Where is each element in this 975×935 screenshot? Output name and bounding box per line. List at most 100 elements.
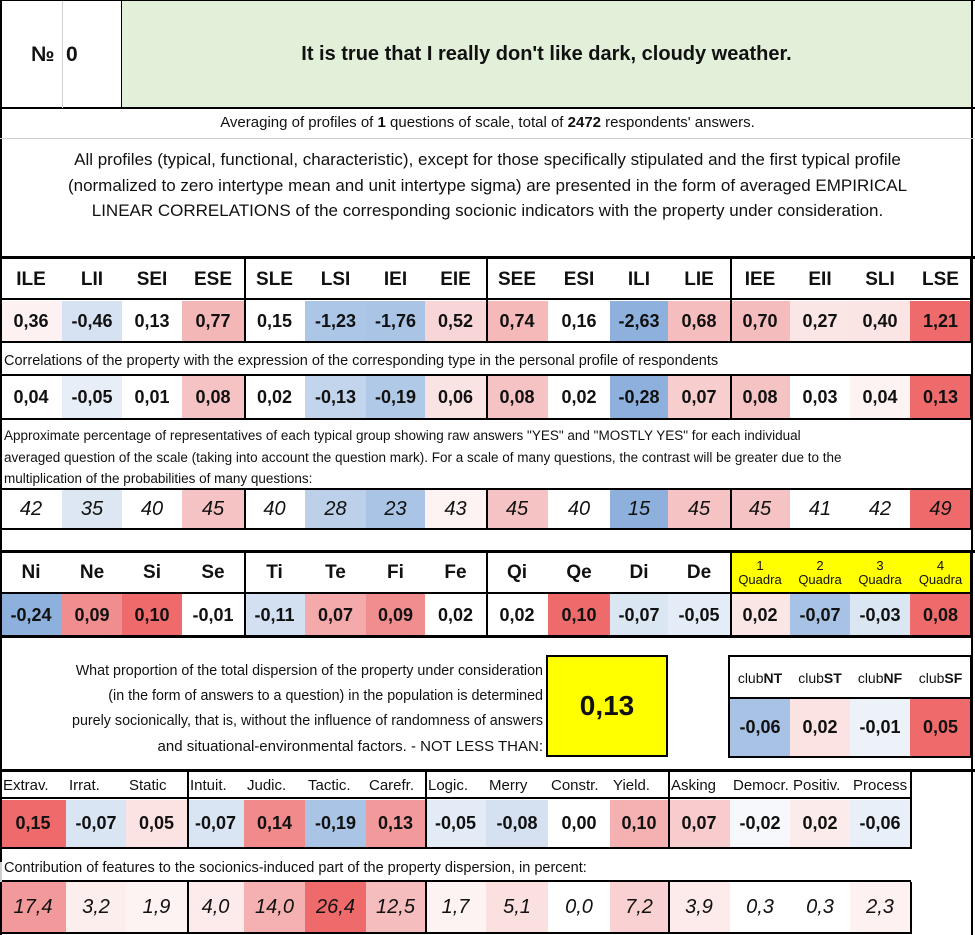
type-percentage-value: 45: [182, 490, 244, 529]
type-correlation-value: 0,04: [850, 376, 910, 418]
feature-header: Irrat.: [69, 776, 100, 794]
type-header-sei: SEI: [136, 269, 168, 290]
thin-line: [62, 1, 63, 108]
percentage-caption: Approximate percentage of representative…: [4, 425, 974, 490]
feature-contribution: 5,1: [486, 882, 548, 932]
quadra-header: 3 Quadra: [850, 554, 910, 592]
description-line: (normalized to zero intertype mean and u…: [67, 175, 908, 195]
feature-value: 0,10: [610, 800, 668, 847]
type-percentage-value: 42: [850, 490, 910, 529]
club-code: ST: [823, 670, 842, 686]
quadra-value: 0,02: [730, 594, 790, 636]
grid-line: [728, 655, 973, 657]
feature-value: 0,07: [668, 800, 730, 847]
group-divider: [244, 376, 246, 420]
type-percentage-value: 40: [244, 490, 305, 529]
question-text: It is true that I really don't like dark…: [301, 43, 792, 65]
type-header-esi: ESI: [563, 269, 595, 290]
club-prefix: club: [798, 670, 824, 686]
grid-line: [0, 847, 911, 849]
club-prefix: club: [857, 670, 884, 686]
grid-line: [121, 1, 122, 108]
function-header-de: De: [686, 562, 712, 583]
type-correlation-value: 0,08: [182, 376, 244, 418]
feature-value: -0,07: [66, 800, 126, 847]
grid-line: [0, 592, 971, 594]
type-header-lii: LII: [80, 269, 104, 290]
quadra-value: 0,08: [910, 594, 971, 636]
outer-border: [971, 0, 973, 935]
grid-line: [0, 374, 971, 376]
feature-value: 0,14: [244, 800, 305, 847]
type-percentage-value: 35: [62, 490, 122, 529]
grid-line: [728, 697, 973, 699]
feature-contribution: 4,0: [187, 882, 244, 932]
club-code: NF: [883, 670, 903, 686]
feature-value: -0,06: [850, 800, 910, 847]
feature-header: Carefr.: [369, 776, 415, 794]
type-percentage-value: 41: [790, 490, 850, 529]
feature-header: Democr.: [733, 776, 789, 794]
club-code: NT: [763, 670, 783, 686]
function-value: -0,01: [182, 594, 244, 636]
group-divider: [910, 771, 912, 849]
feature-contribution: 26,4: [305, 882, 366, 932]
feature-value: 0,02: [790, 800, 850, 847]
type-profile-value: 0,36: [0, 301, 62, 341]
thin-line: [0, 138, 975, 139]
type-correlation-value: -0,13: [305, 376, 366, 418]
club-value: -0,06: [730, 699, 790, 756]
type-header-ese: ESE: [193, 269, 233, 290]
feature-value: 0,15: [0, 800, 66, 847]
description-paragraph: All profiles (typical, functional, chara…: [0, 147, 975, 224]
function-value: 0,02: [425, 594, 486, 636]
type-percentage-value: 45: [486, 490, 548, 529]
group-divider: [668, 771, 670, 849]
averaging-pre: Averaging of profiles of: [220, 114, 378, 131]
quadra-number: 1: [756, 558, 764, 573]
type-correlation-value: 0,04: [0, 376, 62, 418]
function-value: 0,10: [548, 594, 610, 636]
description-line: All profiles (typical, functional, chara…: [74, 150, 901, 169]
type-percentage-value: 15: [610, 490, 668, 529]
type-header-lse: LSE: [922, 269, 959, 290]
type-header-lie: LIE: [684, 269, 714, 290]
feature-value: 0,00: [548, 800, 610, 847]
group-divider: [730, 258, 732, 343]
feature-contribution: 0,0: [548, 882, 610, 932]
feature-value: -0,19: [305, 800, 366, 847]
type-percentage-value: 49: [910, 490, 971, 529]
averaging-mid: questions of scale, total of: [385, 114, 568, 131]
club-value: -0,01: [850, 699, 910, 756]
group-divider: [486, 376, 488, 420]
group-divider: [486, 552, 488, 637]
function-header-ti: Ti: [266, 562, 283, 583]
type-percentage-value: 23: [366, 490, 425, 529]
type-correlation-value: 0,07: [668, 376, 730, 418]
type-percentage-value: 43: [425, 490, 486, 529]
type-percentage-value: 45: [730, 490, 790, 529]
group-divider: [425, 882, 427, 934]
type-correlation-value: 0,01: [122, 376, 182, 418]
feature-value: 0,13: [366, 800, 425, 847]
feature-value: -0,08: [486, 800, 548, 847]
type-header-see: SEE: [497, 269, 537, 290]
function-header-qe: Qe: [566, 562, 592, 583]
type-profile-value: 0,70: [730, 301, 790, 341]
type-profile-value: -1,23: [305, 301, 366, 341]
grid-line: [0, 635, 971, 638]
club-header: club NT: [730, 660, 790, 696]
grid-line: [0, 107, 975, 109]
header-green-panel: [122, 1, 971, 108]
group-divider: [244, 258, 246, 343]
quadra-header: 1 Quadra: [730, 554, 790, 592]
quadra-label: Quadra: [798, 572, 842, 587]
dispersion-line: and situational-environmental factors. -…: [157, 738, 543, 755]
feature-header: Static: [129, 776, 167, 794]
type-correlation-value: 0,03: [790, 376, 850, 418]
outer-border: [0, 0, 975, 1]
feature-contribution: 7,2: [610, 882, 668, 932]
type-correlation-value: 0,02: [244, 376, 305, 418]
type-percentage-value: 40: [122, 490, 182, 529]
feature-contribution: 14,0: [244, 882, 305, 932]
